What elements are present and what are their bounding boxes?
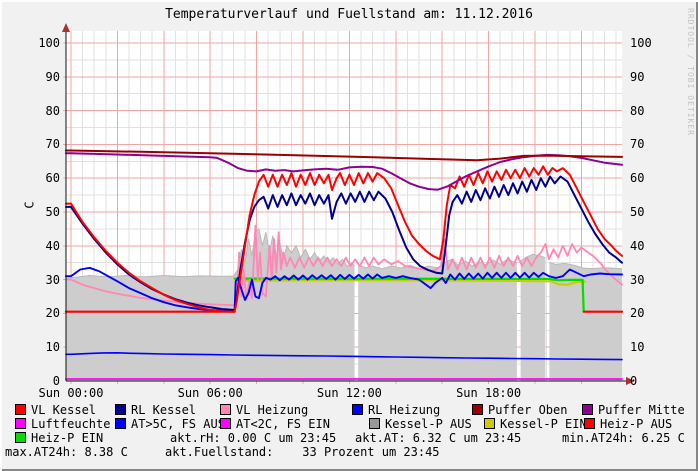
x-axis-arrow xyxy=(626,377,635,385)
legend-item: Heiz-P EIN xyxy=(15,432,103,445)
series-kessel-p-aus xyxy=(520,254,546,381)
y-tick-label-left: 20 xyxy=(45,306,60,321)
legend-swatch xyxy=(352,404,363,415)
x-tick-label: Sun 18:00 xyxy=(456,386,522,400)
legend-item: Puffer Mitte xyxy=(582,404,685,417)
legend-stat: akt.Fuellstand: 33 Prozent um 23:45 xyxy=(165,446,440,459)
y-tick-label-left: 40 xyxy=(45,238,60,253)
y-tick-label-right: 10 xyxy=(630,340,645,355)
legend-item: VL Kessel xyxy=(15,404,96,417)
legend-swatch xyxy=(220,404,231,415)
series-kessel-p-aus xyxy=(358,259,517,381)
legend-label: VL Heizung xyxy=(236,403,309,417)
series-puffer-oben xyxy=(64,149,623,162)
legend-label: AT>5C, FS AUS xyxy=(131,417,225,431)
legend-swatch xyxy=(584,418,595,429)
y-tick-label-left: 0 xyxy=(52,374,60,388)
legend-item: RL Heizung xyxy=(352,404,440,417)
legend-swatch xyxy=(15,432,26,443)
y-tick-label-right: 30 xyxy=(630,272,645,287)
legend-item: Puffer Oben xyxy=(472,404,567,417)
legend-label: RL Heizung xyxy=(368,403,441,417)
legend-label: Heiz-P EIN xyxy=(31,431,104,445)
legend-swatch xyxy=(472,404,483,415)
legend-item: Kessel-P EIN xyxy=(484,418,587,431)
y-tick-label-left: 10 xyxy=(45,340,60,355)
series-kessel-p-aus-edge xyxy=(520,253,546,262)
legend-swatch xyxy=(369,418,380,429)
y-tick-label-left: 80 xyxy=(45,103,60,118)
legend-item: AT>5C, FS AUS xyxy=(115,418,225,431)
series-vl-kessel xyxy=(64,165,623,313)
legend-swatch xyxy=(115,418,126,429)
legend-item: RL Kessel xyxy=(115,404,196,417)
chart-title: Temperaturverlauf und Fuellstand am: 11.… xyxy=(165,7,533,22)
legend-label: akt.AT: 6.32 C um 23:45 xyxy=(355,431,522,445)
y-tick-label-right: 90 xyxy=(630,69,645,84)
legend-label: akt.rH: 0.00 C um 23:45 xyxy=(170,431,337,445)
series-kessel-p-aus-edge xyxy=(549,262,623,270)
legend-stat: akt.AT: 6.32 C um 23:45 xyxy=(355,432,521,445)
legend-swatch xyxy=(484,418,495,429)
y-tick-label-left: 60 xyxy=(45,171,60,186)
series-kessel-p-ein xyxy=(234,279,586,286)
y-tick-label-left: 90 xyxy=(45,69,60,84)
legend-item: Luftfeuchte xyxy=(15,418,110,431)
y-tick-label-left: 100 xyxy=(38,36,60,50)
y-tick-label-right: 80 xyxy=(630,103,645,118)
legend-swatch xyxy=(115,404,126,415)
x-tick-label: Sun 00:00 xyxy=(38,386,104,400)
y-tick-label-right: 70 xyxy=(630,137,645,152)
series-at-aussentemperatur xyxy=(65,352,623,361)
y-tick-label-right: 0 xyxy=(630,374,638,388)
legend-label: RL Kessel xyxy=(131,403,197,417)
legend-label: Puffer Mitte xyxy=(598,403,685,417)
y-tick-label-right: 100 xyxy=(630,36,652,50)
legend-label: Puffer Oben xyxy=(488,403,568,417)
legend-stat: max.AT24h: 8.38 C xyxy=(5,446,128,459)
y-tick-label-left: 70 xyxy=(45,137,60,152)
legend-label: AT<2C, FS EIN xyxy=(236,417,330,431)
legend-item: AT<2C, FS EIN xyxy=(220,418,330,431)
legend-swatch xyxy=(15,404,26,415)
x-tick-label: Sun 12:00 xyxy=(316,386,382,400)
y-tick-label-right: 50 xyxy=(630,205,645,219)
y-tick-label-right: 60 xyxy=(630,171,645,186)
legend-swatch xyxy=(220,418,231,429)
legend-swatch xyxy=(582,404,593,415)
legend-label: Kessel-P AUS xyxy=(385,417,472,431)
legend-swatch xyxy=(15,418,26,429)
legend-stat: akt.rH: 0.00 C um 23:45 xyxy=(170,432,336,445)
legend-label: akt.Fuellstand: 33 Prozent um 23:45 xyxy=(165,445,440,459)
y-axis-arrow xyxy=(62,23,70,32)
series-vl-heizung xyxy=(65,224,623,307)
y-tick-label-left: 50 xyxy=(45,205,60,219)
legend-label: Heiz-P AUS xyxy=(600,417,673,431)
legend-label: Kessel-P EIN xyxy=(500,417,587,431)
legend-item: Heiz-P AUS xyxy=(584,418,672,431)
legend-label: min.AT24h: 6.25 C xyxy=(562,431,685,445)
rrdtool-watermark: RRDTOOL / TOBI OETIKER xyxy=(686,8,695,136)
y-tick-label-right: 20 xyxy=(630,306,645,321)
legend-label: max.AT24h: 8.38 C xyxy=(5,445,128,459)
y-tick-label-left: 30 xyxy=(45,272,60,287)
legend-stat: min.AT24h: 6.25 C xyxy=(562,432,685,445)
legend-item: Kessel-P AUS xyxy=(369,418,472,431)
legend-label: Luftfeuchte xyxy=(31,417,111,431)
legend-item: VL Heizung xyxy=(220,404,308,417)
series-kessel-p-aus xyxy=(549,262,622,381)
y-tick-label-right: 40 xyxy=(630,238,645,253)
x-tick-label: Sun 06:00 xyxy=(177,386,243,400)
legend-label: VL Kessel xyxy=(31,403,97,417)
